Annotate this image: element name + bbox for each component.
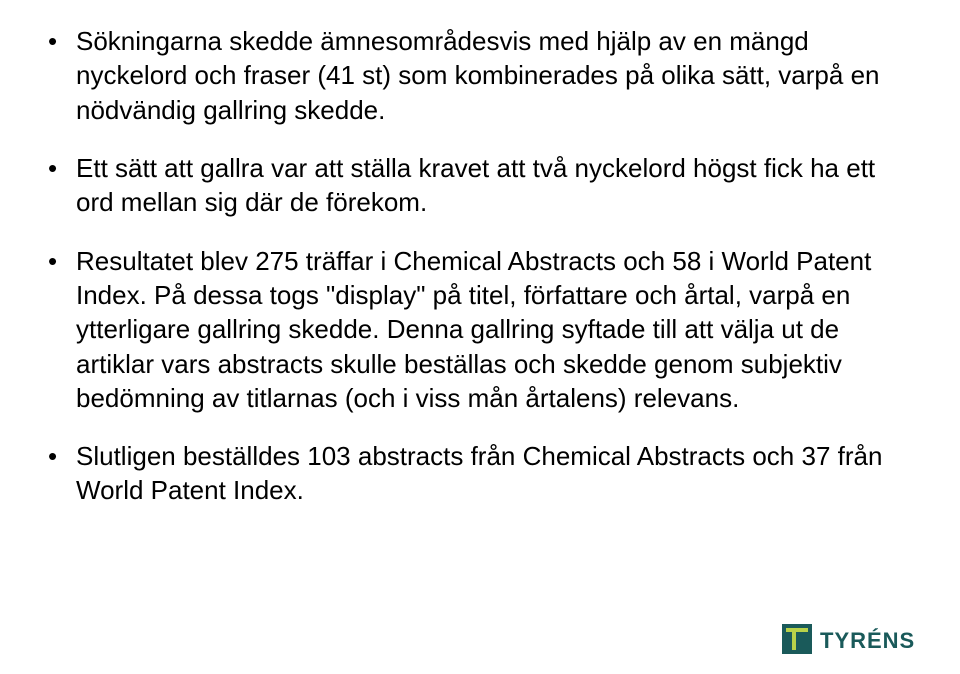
bullet-item: Ett sätt att gallra var att ställa krave… [48,151,912,220]
svg-text:TYRÉNS: TYRÉNS [820,628,915,653]
bullet-item: Resultatet blev 275 träffar i Chemical A… [48,244,912,416]
bullet-list: Sökningarna skedde ämnesområdesvis med h… [48,24,912,508]
bullet-item: Sökningarna skedde ämnesområdesvis med h… [48,24,912,127]
tyrens-logo-svg: TYRÉNS [782,618,932,660]
slide-body: Sökningarna skedde ämnesområdesvis med h… [0,0,960,674]
tyrens-logo: TYRÉNS [782,618,932,660]
bullet-item: Slutligen beställdes 103 abstracts från … [48,439,912,508]
